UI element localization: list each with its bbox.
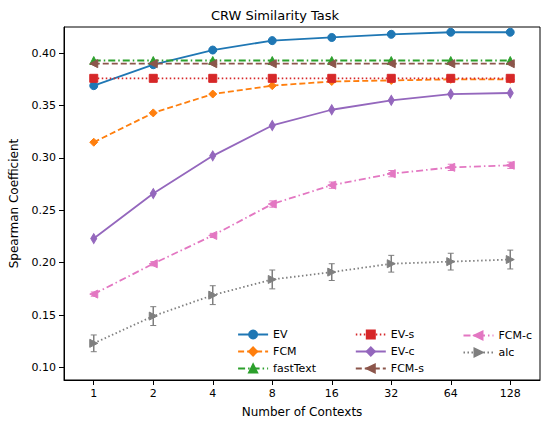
svg-text:0.35: 0.35 [32,99,57,112]
svg-text:FCM: FCM [273,345,297,358]
svg-text:0.30: 0.30 [32,151,57,164]
svg-text:0.25: 0.25 [32,204,57,217]
svg-text:16: 16 [325,387,339,400]
svg-text:EV: EV [273,328,288,341]
svg-text:FCM-s: FCM-s [391,362,424,375]
svg-text:Spearman Coefficient: Spearman Coefficient [7,138,21,268]
svg-text:128: 128 [500,387,521,400]
svg-text:Number of Contexts: Number of Contexts [242,405,363,419]
svg-text:EV-c: EV-c [391,345,415,358]
svg-text:0.20: 0.20 [32,256,57,269]
svg-text:64: 64 [444,387,458,400]
svg-text:4: 4 [209,387,216,400]
svg-text:8: 8 [269,387,276,400]
svg-text:CRW Similarity Task: CRW Similarity Task [211,8,340,23]
svg-text:0.15: 0.15 [32,309,57,322]
svg-text:0.40: 0.40 [32,47,57,60]
svg-text:2: 2 [150,387,157,400]
svg-text:alc: alc [498,346,514,359]
svg-text:32: 32 [384,387,398,400]
svg-text:1: 1 [90,387,97,400]
svg-text:0.10: 0.10 [32,361,57,374]
svg-text:FCM-c: FCM-c [498,329,532,342]
svg-text:fastText: fastText [273,362,317,375]
svg-text:EV-s: EV-s [391,328,415,341]
